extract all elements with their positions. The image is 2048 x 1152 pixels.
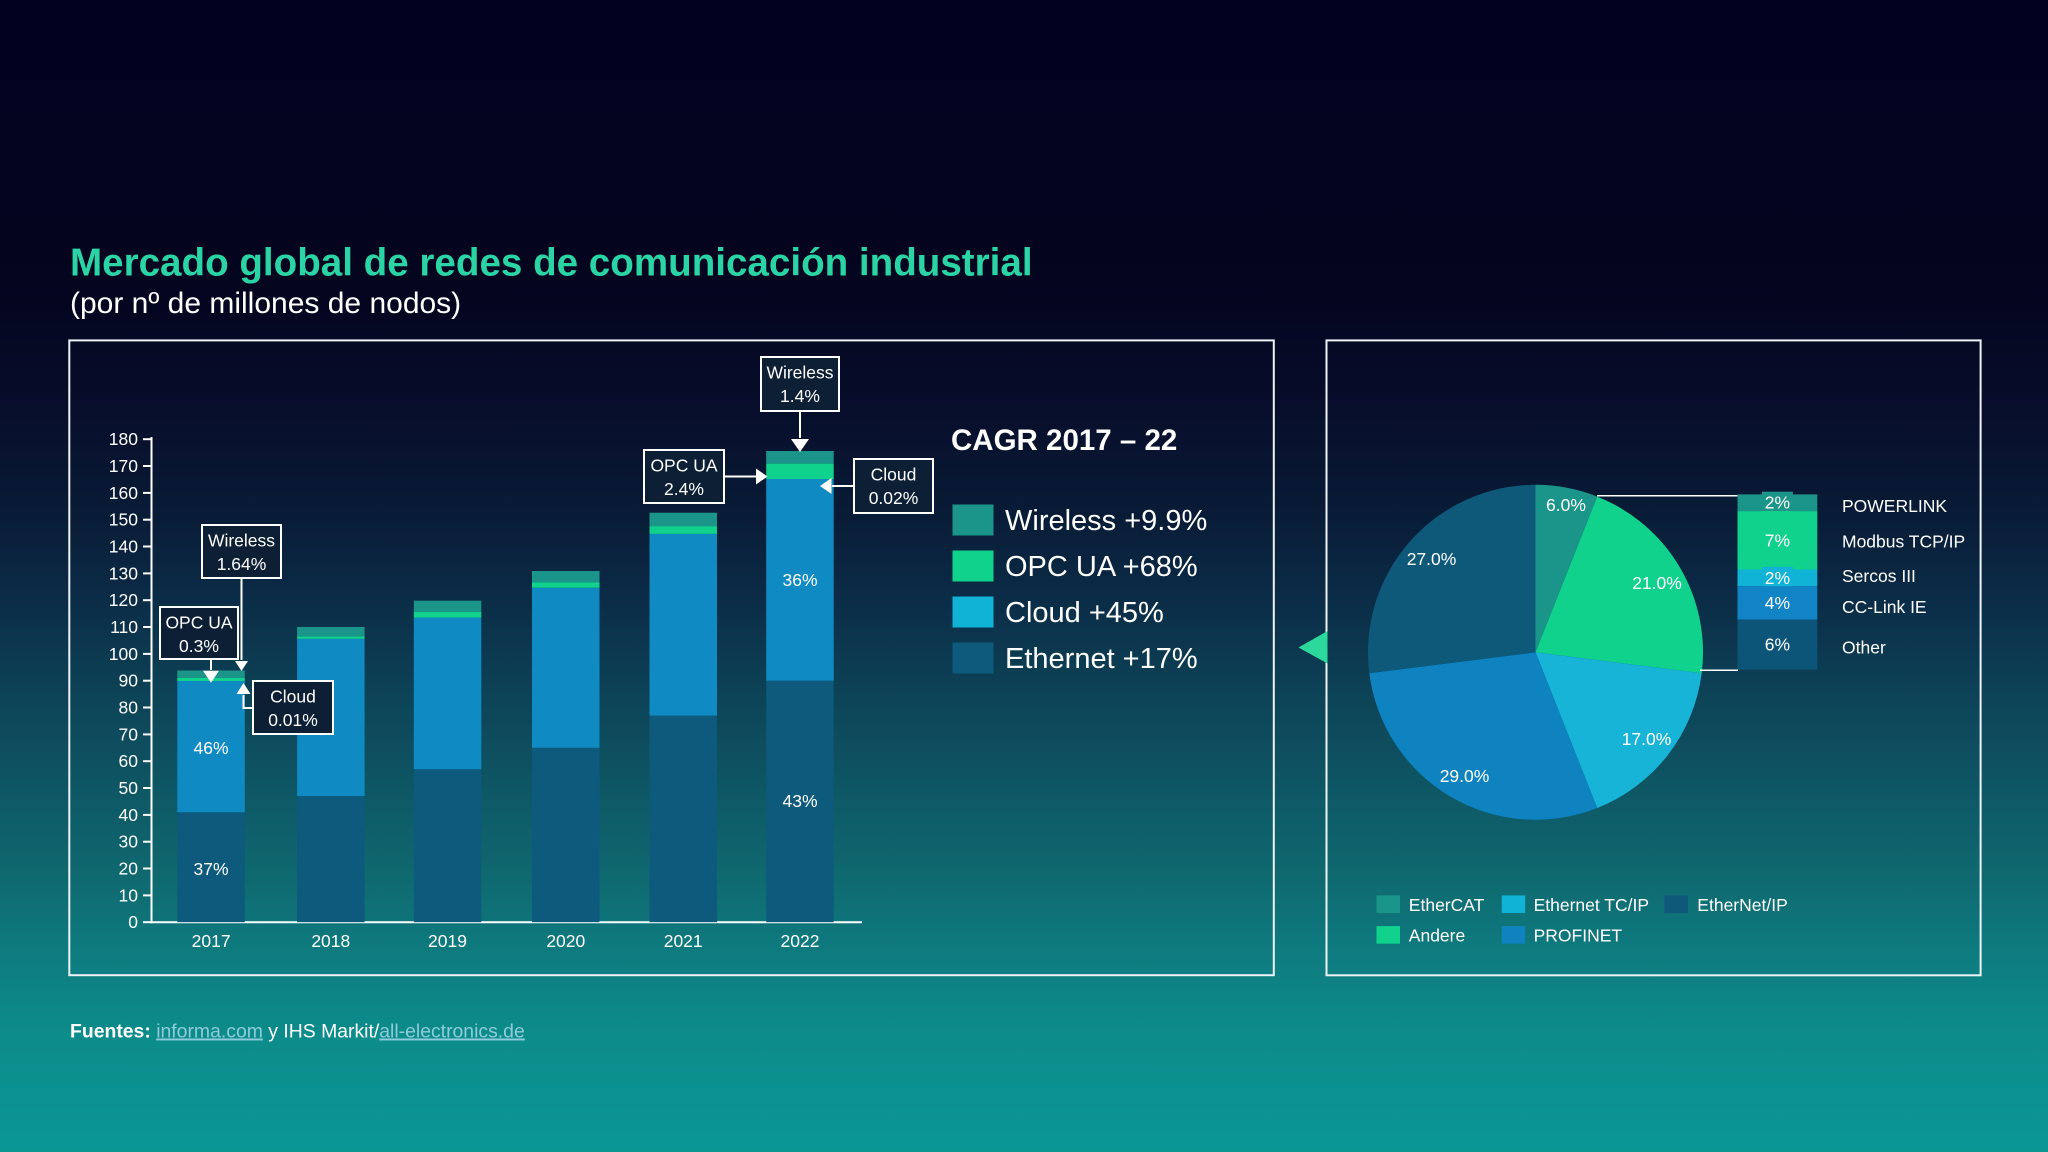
svg-text:Cloud: Cloud — [871, 465, 917, 485]
svg-text:PROFINET: PROFINET — [1534, 926, 1623, 946]
svg-text:40: 40 — [119, 805, 139, 825]
svg-text:100: 100 — [109, 644, 138, 664]
svg-text:21.0%: 21.0% — [1632, 573, 1682, 593]
svg-text:17.0%: 17.0% — [1622, 729, 1672, 749]
svg-text:6%: 6% — [1765, 635, 1790, 655]
svg-text:0.02%: 0.02% — [869, 488, 919, 508]
svg-text:OPC UA: OPC UA — [650, 456, 717, 476]
svg-text:140: 140 — [109, 537, 138, 557]
svg-text:10: 10 — [119, 885, 139, 905]
svg-text:Cloud +45%: Cloud +45% — [1005, 597, 1164, 629]
svg-text:(por nº de millones de nodos): (por nº de millones de nodos) — [70, 287, 461, 320]
svg-text:2017: 2017 — [192, 931, 231, 951]
svg-text:20: 20 — [119, 859, 139, 879]
svg-text:Cloud: Cloud — [270, 687, 316, 707]
svg-text:170: 170 — [109, 456, 138, 476]
svg-text:OPC UA +68%: OPC UA +68% — [1005, 551, 1198, 583]
svg-text:110: 110 — [110, 617, 138, 637]
svg-text:EtherNet/IP: EtherNet/IP — [1697, 895, 1787, 915]
svg-text:0.01%: 0.01% — [268, 710, 318, 730]
svg-text:1.4%: 1.4% — [780, 386, 820, 406]
svg-text:OPC UA: OPC UA — [165, 613, 232, 633]
svg-text:60: 60 — [119, 751, 139, 771]
svg-text:2019: 2019 — [428, 931, 467, 951]
svg-text:80: 80 — [119, 698, 139, 718]
svg-text:Wireless +9.9%: Wireless +9.9% — [1005, 505, 1207, 537]
svg-text:Ethernet TC/IP: Ethernet TC/IP — [1534, 895, 1649, 915]
svg-text:120: 120 — [109, 590, 138, 610]
svg-text:2018: 2018 — [311, 931, 350, 951]
svg-text:150: 150 — [109, 510, 138, 530]
svg-text:29.0%: 29.0% — [1440, 766, 1490, 786]
svg-text:36%: 36% — [782, 570, 817, 590]
svg-text:EtherCAT: EtherCAT — [1409, 895, 1485, 915]
svg-text:CAGR 2017 – 22: CAGR 2017 – 22 — [951, 424, 1177, 457]
svg-text:1.64%: 1.64% — [217, 554, 267, 574]
svg-text:2021: 2021 — [664, 931, 703, 951]
svg-text:43%: 43% — [782, 791, 817, 811]
svg-text:CC-Link IE: CC-Link IE — [1842, 597, 1927, 617]
svg-text:POWERLINK: POWERLINK — [1842, 496, 1947, 516]
svg-text:160: 160 — [109, 483, 138, 503]
svg-text:2022: 2022 — [781, 931, 820, 951]
svg-text:130: 130 — [109, 563, 138, 583]
svg-text:2%: 2% — [1765, 493, 1790, 513]
svg-text:4%: 4% — [1765, 593, 1790, 613]
svg-text:46%: 46% — [193, 738, 228, 758]
svg-text:Other: Other — [1842, 638, 1886, 658]
svg-text:Wireless: Wireless — [766, 363, 833, 383]
svg-text:2.4%: 2.4% — [664, 479, 704, 499]
svg-text:30: 30 — [119, 832, 139, 852]
svg-text:Ethernet +17%: Ethernet +17% — [1005, 643, 1198, 675]
svg-text:90: 90 — [119, 671, 139, 691]
svg-text:2%: 2% — [1765, 568, 1790, 588]
svg-text:Mercado global de redes de com: Mercado global de redes de comunicación … — [70, 242, 1033, 285]
svg-text:6.0%: 6.0% — [1546, 495, 1586, 515]
svg-text:37%: 37% — [193, 859, 228, 879]
svg-text:180: 180 — [109, 429, 138, 449]
svg-text:Wireless: Wireless — [208, 531, 275, 551]
svg-text:Andere: Andere — [1409, 926, 1465, 946]
svg-text:Fuentes: informa.com y IHS Mar: Fuentes: informa.com y IHS Markit/all-el… — [70, 1021, 525, 1043]
svg-text:0.3%: 0.3% — [179, 636, 219, 656]
svg-text:7%: 7% — [1765, 530, 1790, 550]
svg-text:27.0%: 27.0% — [1407, 549, 1457, 569]
svg-text:70: 70 — [119, 724, 139, 744]
svg-text:50: 50 — [119, 778, 139, 798]
svg-text:Modbus TCP/IP: Modbus TCP/IP — [1842, 532, 1965, 552]
svg-text:2020: 2020 — [546, 931, 585, 951]
svg-text:0: 0 — [128, 912, 138, 932]
svg-text:Sercos III: Sercos III — [1842, 566, 1916, 586]
